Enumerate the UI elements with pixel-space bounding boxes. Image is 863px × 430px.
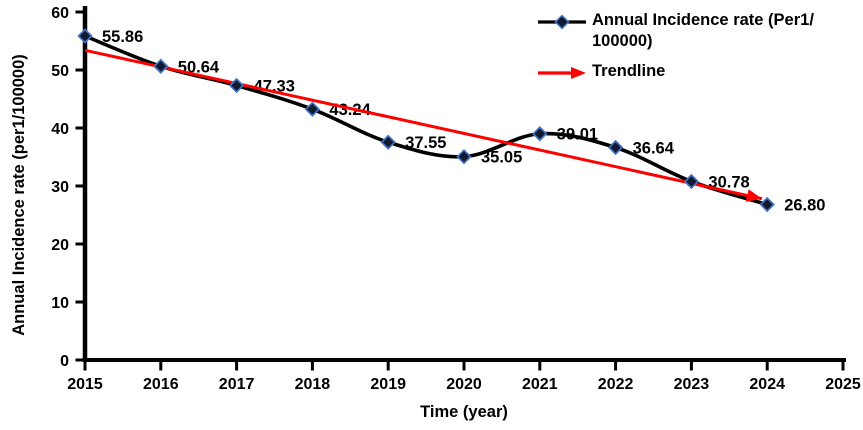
x-tick-label: 2018 bbox=[295, 376, 331, 393]
data-point-label: 55.86 bbox=[102, 28, 143, 46]
data-point-marker bbox=[380, 134, 396, 150]
trendline-arrow-icon bbox=[538, 66, 586, 79]
x-tick-label: 2020 bbox=[446, 376, 482, 393]
data-point-label: 39.01 bbox=[557, 126, 598, 144]
data-point-marker bbox=[228, 77, 245, 94]
data-point-marker bbox=[304, 101, 321, 117]
y-tick-label: 40 bbox=[51, 121, 69, 138]
data-point-label: 26.80 bbox=[784, 197, 825, 215]
data-point-marker bbox=[607, 139, 624, 156]
y-tick-label: 10 bbox=[51, 295, 69, 312]
data-point-label: 30.78 bbox=[708, 173, 749, 191]
x-tick-label: 2024 bbox=[749, 376, 785, 393]
red-arrow-icon bbox=[538, 65, 586, 81]
x-tick-label: 2016 bbox=[143, 376, 179, 393]
data-point-label: 37.55 bbox=[405, 134, 446, 152]
y-tick-label: 30 bbox=[51, 179, 69, 196]
legend-item-label: Annual Incidence rate (Per1/100000) bbox=[592, 11, 814, 51]
data-point-marker bbox=[532, 126, 548, 142]
data-point-label: 36.64 bbox=[633, 139, 675, 157]
x-tick-label: 2021 bbox=[522, 376, 558, 393]
y-tick-label: 60 bbox=[51, 5, 69, 22]
data-point-marker bbox=[456, 149, 472, 165]
data-point-label: 50.64 bbox=[178, 58, 220, 76]
y-tick-label: 20 bbox=[51, 237, 69, 254]
x-tick-label: 2025 bbox=[825, 376, 861, 393]
legend-item: Trendline bbox=[538, 61, 860, 82]
legend-item: Annual Incidence rate (Per1/100000) bbox=[538, 10, 860, 53]
series-line-diamond-icon bbox=[538, 14, 586, 30]
x-tick-label: 2022 bbox=[598, 376, 634, 393]
x-axis-title: Time (year) bbox=[420, 403, 508, 421]
data-point-marker bbox=[759, 196, 775, 213]
trendline-arrowhead-icon bbox=[745, 189, 762, 202]
legend: Annual Incidence rate (Per1/100000) Trend… bbox=[538, 10, 860, 82]
x-tick-label: 2015 bbox=[67, 376, 103, 393]
x-tick-label: 2019 bbox=[370, 376, 406, 393]
y-tick-label: 50 bbox=[51, 63, 69, 80]
y-tick-label: 0 bbox=[60, 353, 69, 370]
data-point-marker bbox=[77, 28, 93, 44]
data-point-label: 35.05 bbox=[481, 149, 522, 167]
data-point-marker bbox=[153, 58, 169, 74]
legend-item-label: Trendline bbox=[592, 61, 666, 80]
black-line-diamond-marker-icon bbox=[538, 14, 586, 30]
y-axis-title: Annual Incidence rate (per1/100000) bbox=[10, 54, 28, 336]
trendline bbox=[84, 48, 763, 201]
data-point-marker bbox=[683, 173, 700, 190]
x-tick-label: 2017 bbox=[219, 376, 255, 393]
x-tick-label: 2023 bbox=[674, 376, 710, 393]
